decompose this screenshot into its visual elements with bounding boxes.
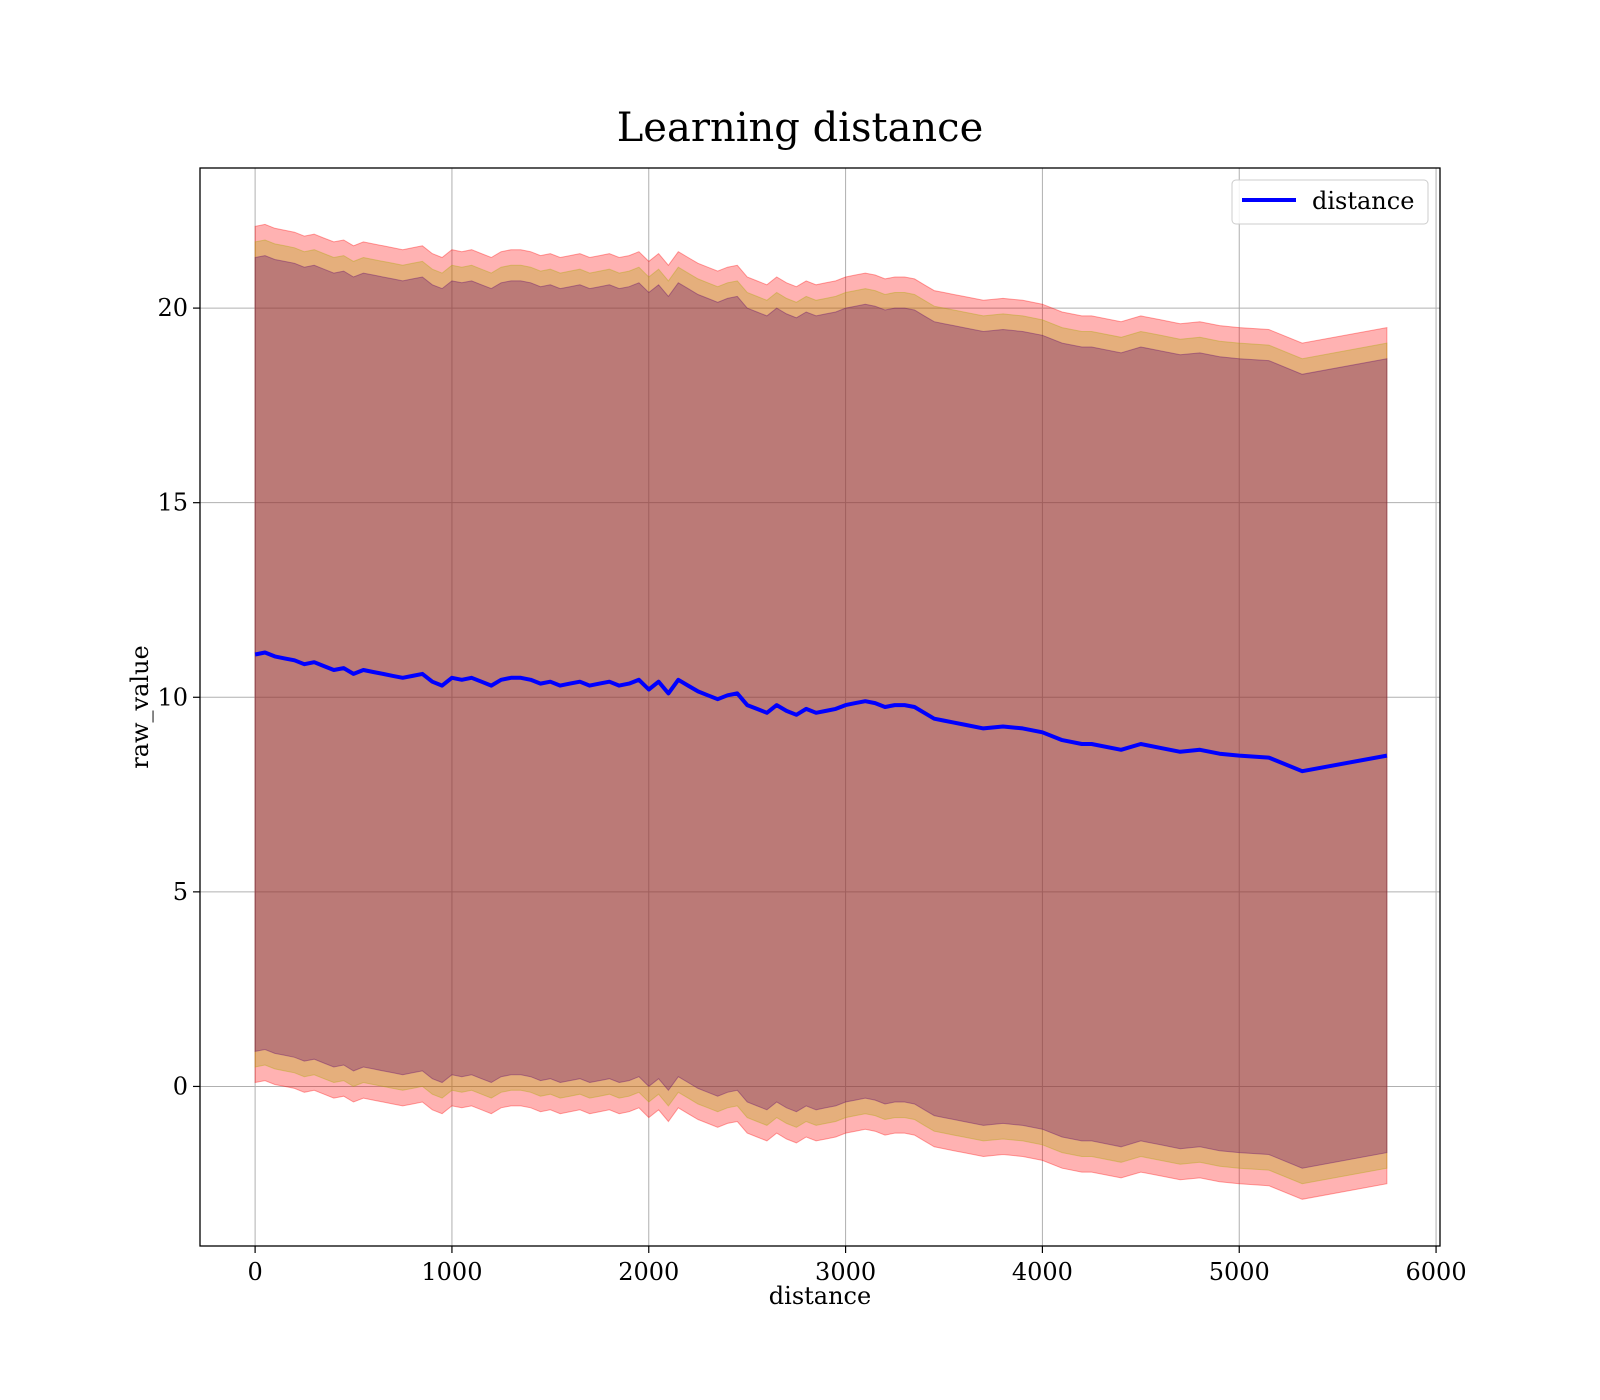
x-axis-label: distance <box>769 1282 871 1310</box>
x-tick-label: 5000 <box>1209 1258 1270 1286</box>
x-tick-label: 3000 <box>815 1258 876 1286</box>
y-axis-ticks: 0 5 10 15 20 <box>157 294 200 1100</box>
series-line-distance <box>254 650 1388 774</box>
series-lines <box>254 650 1388 774</box>
chart-title: Learning distance <box>617 105 984 151</box>
x-tick-label: 0 <box>247 1258 262 1286</box>
y-tick-label: 10 <box>157 683 188 711</box>
x-tick-label: 6000 <box>1406 1258 1467 1286</box>
legend-label: distance <box>1312 187 1414 215</box>
y-tick-label: 15 <box>157 489 188 517</box>
legend-box <box>1231 179 1429 225</box>
x-tick-label: 1000 <box>421 1258 482 1286</box>
grid-lines <box>200 168 1440 1246</box>
plot-frame <box>199 167 1441 1247</box>
legend: distance <box>1231 179 1429 225</box>
x-axis-ticks: 0 1000 2000 3000 4000 5000 6000 <box>247 1246 1467 1286</box>
y-tick-label: 0 <box>173 1072 188 1100</box>
x-tick-label: 2000 <box>618 1258 679 1286</box>
x-tick-label: 4000 <box>1012 1258 1073 1286</box>
y-tick-label: 20 <box>157 294 188 322</box>
y-tick-label: 5 <box>173 878 188 906</box>
y-axis-label: raw_value <box>126 645 154 769</box>
